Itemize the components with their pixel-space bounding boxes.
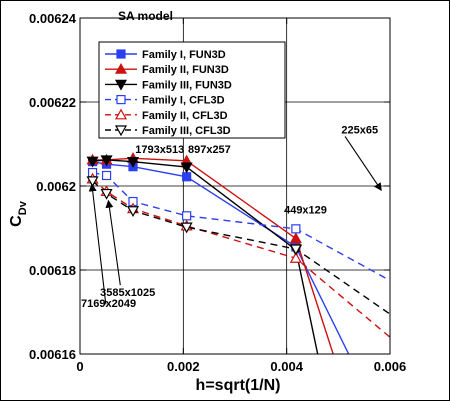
legend: Family I, FUN3D Family II, FUN3D Family II… <box>99 42 285 138</box>
x-axis-label: h=sqrt(1/N) <box>196 377 281 394</box>
x-tick-label: 0 <box>76 359 83 374</box>
y-tick-label: 0.00616 <box>29 347 76 362</box>
x-tick-label: 0.006 <box>374 359 407 374</box>
legend-marker <box>117 50 125 58</box>
y-tick-label: 0.00618 <box>29 263 76 278</box>
annotation-label: 1793x513 <box>135 144 184 156</box>
data-point <box>183 212 191 220</box>
chart-title: SA model <box>118 9 173 23</box>
data-point <box>183 173 191 181</box>
y-axis-label-main: C <box>8 215 25 227</box>
y-axis-label-sub: Dv <box>17 200 29 215</box>
annotation-label: 449x129 <box>284 204 327 216</box>
y-axis-label: CDv <box>8 200 29 227</box>
y-tick-label: 0.00622 <box>29 95 76 110</box>
x-tick-label: 0.004 <box>270 359 303 374</box>
legend-label: Family I, FUN3D <box>142 49 226 61</box>
legend-label: Family I, CFL3D <box>142 95 225 107</box>
annotation-label: 897x257 <box>188 144 231 156</box>
legend-label: Family III, CFL3D <box>142 125 231 137</box>
y-tick-label: 0.0062 <box>36 179 76 194</box>
annotation-label: 7169x2049 <box>81 298 136 310</box>
legend-label: Family II, CFL3D <box>142 110 228 122</box>
x-tick-label: 0.002 <box>167 359 200 374</box>
legend-label: Family III, FUN3D <box>142 79 232 91</box>
legend-label: Family II, FUN3D <box>142 64 229 76</box>
annotation-label: 225x65 <box>341 125 378 137</box>
data-point <box>292 225 300 233</box>
legend-marker <box>117 96 125 104</box>
y-tick-label: 0.00624 <box>29 11 77 26</box>
data-point <box>103 172 111 180</box>
